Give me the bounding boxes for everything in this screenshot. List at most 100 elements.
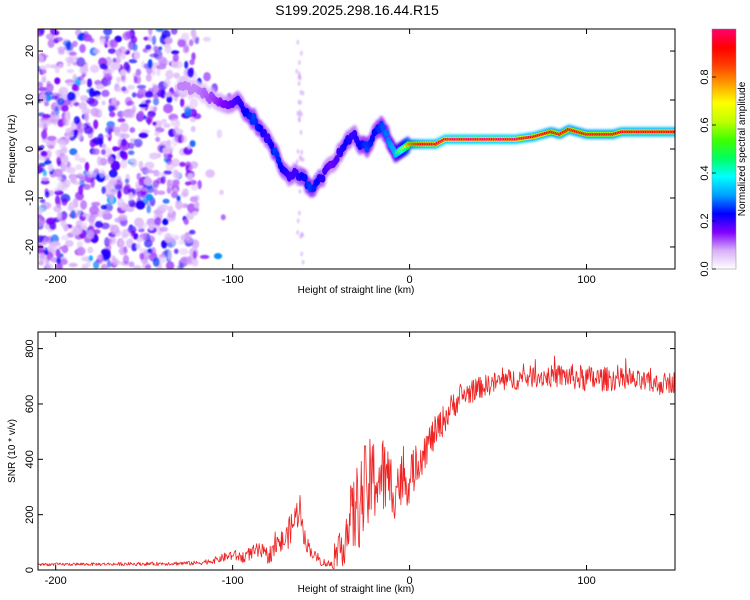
spectrogram-noise-cell xyxy=(39,29,45,35)
spectrogram-noise-cell xyxy=(295,159,299,164)
spectrogram-noise-cell xyxy=(153,97,159,106)
spectrogram-noise-cell xyxy=(102,210,111,215)
spectrogram-noise-cell xyxy=(156,67,161,77)
spectrogram-noise-cell xyxy=(53,168,63,178)
spectrogram-noise-cell xyxy=(146,67,154,75)
colorbar-tick-label: 0.4 xyxy=(699,165,711,180)
spectrogram-noise-cell xyxy=(39,252,46,260)
spectrogram-noise-cell xyxy=(41,129,48,140)
spectrogram-noise-cell xyxy=(116,179,122,184)
spectrogram-noise-cell xyxy=(181,135,188,143)
spectrogram-noise-cell xyxy=(88,214,95,225)
spectrogram-noise-cell xyxy=(164,37,173,45)
colorbar-gradient xyxy=(712,29,736,269)
spectrogram-noise-cell xyxy=(144,169,155,174)
spectrogram-noise-cell xyxy=(163,103,174,114)
y-tick-label: 0 xyxy=(24,567,36,573)
spectrogram-noise-cell xyxy=(170,182,180,188)
spectrogram-noise-cell xyxy=(46,217,56,224)
spectrogram-noise-cell xyxy=(78,157,87,163)
spectrogram-noise-cell xyxy=(91,201,101,207)
spectrogram-noise-cell xyxy=(44,90,53,96)
spectrogram-noise-cell xyxy=(130,229,136,237)
spectrogram-noise-cell xyxy=(153,84,159,93)
spectrogram-noise-cell xyxy=(106,259,112,268)
spectrogram-noise-cell xyxy=(128,261,135,268)
spectrogram-noise-cell xyxy=(183,218,189,225)
spectrogram-noise-cell xyxy=(159,204,169,212)
spectrogram-noise-cell xyxy=(118,238,125,249)
spectrogram-ridge-cell xyxy=(320,174,326,183)
spectrogram-noise-cell xyxy=(299,50,303,56)
spectrogram-noise-cell xyxy=(139,248,148,253)
spectrogram-noise-cell xyxy=(189,161,199,169)
spectrogram-noise-cell xyxy=(74,153,81,162)
spectrogram-noise-cell xyxy=(216,129,223,139)
spectrogram-noise-cell xyxy=(120,140,130,151)
spectrogram-noise-cell xyxy=(39,198,46,204)
spectrogram-noise-cell xyxy=(121,48,127,53)
spectrogram-noise-cell xyxy=(154,217,162,226)
spectrogram-noise-cell xyxy=(47,163,54,172)
spectrogram-noise-cell xyxy=(63,179,71,188)
spectrogram-noise-cell xyxy=(153,171,163,177)
spectrogram-noise-cell xyxy=(94,168,100,173)
spectrogram-noise-cell xyxy=(96,156,102,166)
spectrogram-noise-cell xyxy=(137,221,143,230)
spectrogram-noise-cell xyxy=(129,127,136,133)
spectrogram-noise-cell xyxy=(138,132,149,139)
y-tick-label: -20 xyxy=(24,239,36,255)
spectrogram-noise-cell xyxy=(145,193,154,202)
spectrogram-noise-cell xyxy=(82,183,91,190)
spectrogram-noise-cell xyxy=(297,71,301,77)
spectrogram-ridge-cell xyxy=(302,174,308,182)
x-tick-label: 0 xyxy=(407,274,413,286)
spectrogram-noise-cell xyxy=(134,51,140,60)
spectrogram-noise-cell xyxy=(192,36,199,44)
spectrogram-noise-cell xyxy=(132,43,138,52)
spectrogram-ridge-halo xyxy=(176,75,675,198)
spectrogram-noise-cell xyxy=(39,93,47,103)
spectrogram-noise-cell xyxy=(149,152,159,160)
spectrogram-noise-cell xyxy=(127,40,134,51)
spectrogram-noise-cell xyxy=(151,35,157,46)
spectrogram-noise-cell xyxy=(162,218,169,226)
spectrogram-noise-cell xyxy=(38,55,45,63)
spectrogram-noise-cell xyxy=(53,36,64,42)
spectrogram-noise-cell xyxy=(79,95,89,102)
spectrogram-noise-cell xyxy=(129,158,137,164)
spectrogram-noise-cell xyxy=(213,253,223,260)
spectrogram-noise-cell xyxy=(69,51,77,56)
spectrogram-noise-cell xyxy=(116,76,121,84)
colorbar-ticks: 0.0 0.2 0.4 0.6 0.8 xyxy=(699,69,716,277)
spectrogram-noise-cell xyxy=(82,34,92,42)
spectrogram-noise-cell xyxy=(111,97,117,105)
spectrogram-noise-cell xyxy=(188,229,196,235)
spectrogram-noise-cell xyxy=(167,153,173,159)
spectrogram-noise-cell xyxy=(297,112,301,118)
spectrogram-noise-cell xyxy=(151,69,156,76)
spectrogram-noise-cell xyxy=(86,170,97,178)
spectrogram-noise-cell xyxy=(297,81,301,86)
spectrogram-noise-cell xyxy=(156,190,166,195)
snr-x-axis-label: Height of straight line (km) xyxy=(298,584,415,595)
spectrogram-noise-cell xyxy=(155,29,164,33)
spectrogram-noise-cell xyxy=(109,111,116,118)
spectrogram-noise-cell xyxy=(61,197,68,206)
spectrogram-noise-cell xyxy=(58,86,69,96)
colorbar-tick-label: 0.8 xyxy=(699,69,711,84)
spectrogram-noise-cell xyxy=(184,107,192,117)
spectrogram-noise-cell xyxy=(171,136,179,147)
spectrogram-noise-cell xyxy=(133,75,138,84)
x-tick-label: -200 xyxy=(45,575,67,587)
spectrogram-noise-cell xyxy=(80,200,88,210)
x-tick-label: -100 xyxy=(222,575,244,587)
spectrogram-noise-cell xyxy=(108,169,118,178)
spectrogram-noise-cell xyxy=(101,77,109,87)
spectrogram-noise-cell xyxy=(86,78,93,88)
spectrogram-noise-cell xyxy=(76,246,86,256)
spectrogram-noise-cell xyxy=(205,169,215,178)
spectrogram-noise-cell xyxy=(159,226,168,232)
spectrogram-noise-cell xyxy=(175,128,184,135)
spectrogram-ridge-peak-cell xyxy=(672,130,675,134)
